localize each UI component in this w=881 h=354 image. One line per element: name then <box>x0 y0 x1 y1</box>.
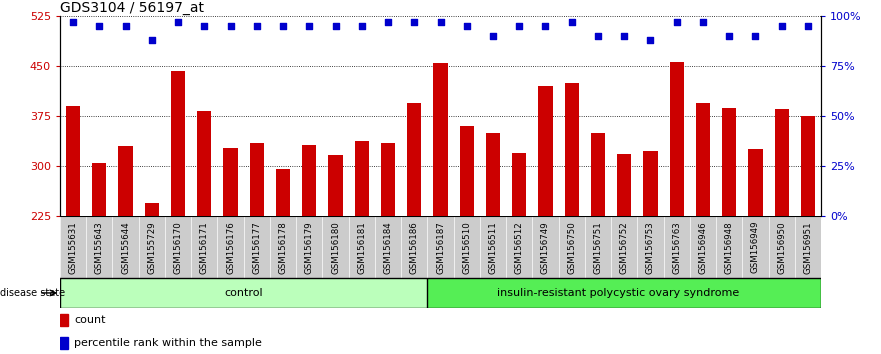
Point <box>512 23 526 29</box>
Bar <box>92 162 107 354</box>
Text: percentile rank within the sample: percentile rank within the sample <box>74 338 263 348</box>
Point <box>197 23 211 29</box>
Text: GSM156749: GSM156749 <box>541 221 550 274</box>
Point <box>118 23 132 29</box>
Text: GSM156510: GSM156510 <box>463 221 471 274</box>
Text: GSM156179: GSM156179 <box>305 221 314 274</box>
Bar <box>565 83 579 354</box>
Text: GSM155643: GSM155643 <box>95 221 104 274</box>
Bar <box>118 146 133 354</box>
Text: GSM156178: GSM156178 <box>278 221 287 274</box>
Bar <box>774 109 789 354</box>
Bar <box>591 133 605 354</box>
Text: count: count <box>74 315 106 325</box>
Bar <box>223 148 238 354</box>
Bar <box>696 103 710 354</box>
Point <box>407 19 421 25</box>
Text: GSM155644: GSM155644 <box>121 221 130 274</box>
Text: GSM156180: GSM156180 <box>331 221 340 274</box>
Bar <box>197 110 211 354</box>
Point <box>355 23 369 29</box>
Point <box>66 19 80 25</box>
Point <box>722 33 737 39</box>
Text: control: control <box>225 288 263 298</box>
Bar <box>381 143 396 354</box>
Bar <box>670 62 684 354</box>
Text: GSM156184: GSM156184 <box>383 221 393 274</box>
Text: GSM156512: GSM156512 <box>515 221 523 274</box>
Bar <box>302 144 316 354</box>
Bar <box>512 153 527 354</box>
Bar <box>722 108 737 354</box>
Bar <box>617 154 632 354</box>
Text: GSM156763: GSM156763 <box>672 221 681 274</box>
Point <box>329 23 343 29</box>
Point <box>486 33 500 39</box>
Bar <box>407 103 421 354</box>
Point <box>433 19 448 25</box>
Bar <box>60 278 427 308</box>
Text: GSM155729: GSM155729 <box>147 221 156 274</box>
Bar <box>249 143 264 354</box>
Bar <box>171 70 185 354</box>
Text: GSM156511: GSM156511 <box>488 221 498 274</box>
Bar <box>801 116 815 354</box>
Text: GSM156950: GSM156950 <box>777 221 786 274</box>
Text: GSM156951: GSM156951 <box>803 221 812 274</box>
Point <box>749 33 763 39</box>
Point <box>591 33 605 39</box>
Point <box>144 37 159 43</box>
Point <box>224 23 238 29</box>
Bar <box>144 202 159 354</box>
Point <box>774 23 788 29</box>
Point <box>538 23 552 29</box>
Point <box>276 23 290 29</box>
Point <box>381 19 395 25</box>
Text: GSM155631: GSM155631 <box>69 221 78 274</box>
Text: GSM156949: GSM156949 <box>751 221 760 273</box>
Text: GSM156171: GSM156171 <box>200 221 209 274</box>
Bar <box>427 278 821 308</box>
Text: GSM156187: GSM156187 <box>436 221 445 274</box>
Bar <box>60 337 68 349</box>
Text: disease state: disease state <box>0 288 65 298</box>
Point <box>801 23 815 29</box>
Point <box>670 19 684 25</box>
Bar <box>485 133 500 354</box>
Text: GDS3104 / 56197_at: GDS3104 / 56197_at <box>60 1 204 15</box>
Text: GSM156752: GSM156752 <box>619 221 629 274</box>
Bar <box>329 155 343 354</box>
Bar <box>354 141 369 354</box>
Point <box>302 23 316 29</box>
Text: GSM156946: GSM156946 <box>699 221 707 274</box>
Point <box>249 23 263 29</box>
Point <box>643 37 657 43</box>
Point <box>565 19 579 25</box>
Text: GSM156948: GSM156948 <box>725 221 734 274</box>
Bar <box>748 149 763 354</box>
Text: insulin-resistant polycystic ovary syndrome: insulin-resistant polycystic ovary syndr… <box>497 288 739 298</box>
Text: GSM156750: GSM156750 <box>567 221 576 274</box>
Point <box>618 33 632 39</box>
Text: GSM156751: GSM156751 <box>594 221 603 274</box>
Bar <box>60 314 68 326</box>
Bar <box>433 63 448 354</box>
Text: GSM156753: GSM156753 <box>646 221 655 274</box>
Text: GSM156186: GSM156186 <box>410 221 418 274</box>
Bar <box>276 169 290 354</box>
Bar <box>460 126 474 354</box>
Bar <box>66 106 80 354</box>
Text: GSM156181: GSM156181 <box>358 221 366 274</box>
Bar <box>538 86 552 354</box>
Text: GSM156170: GSM156170 <box>174 221 182 274</box>
Point <box>460 23 474 29</box>
Point <box>93 23 107 29</box>
Bar <box>643 151 658 354</box>
Point <box>171 19 185 25</box>
Point <box>696 19 710 25</box>
Text: GSM156177: GSM156177 <box>252 221 262 274</box>
Text: GSM156176: GSM156176 <box>226 221 235 274</box>
